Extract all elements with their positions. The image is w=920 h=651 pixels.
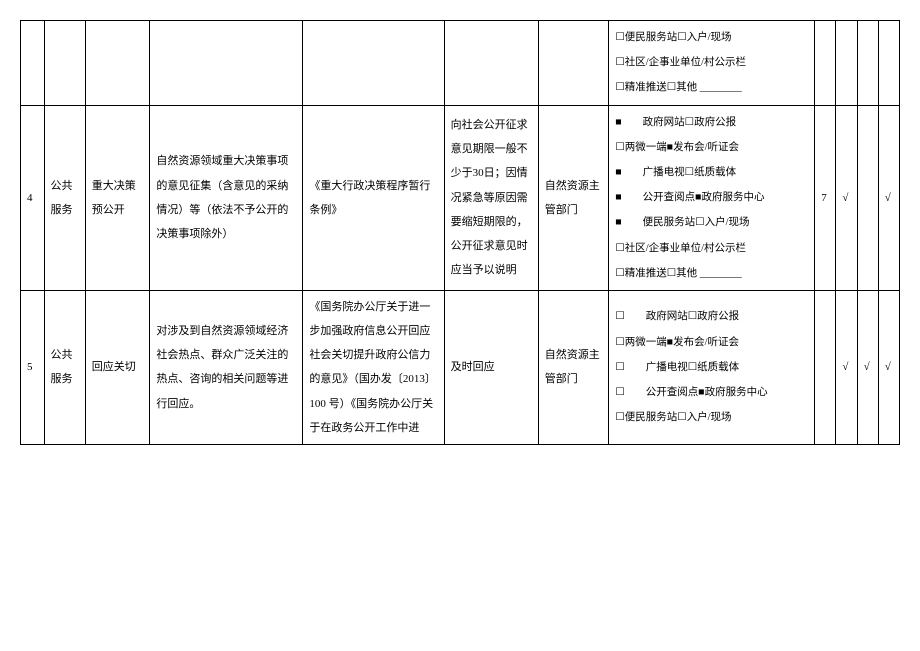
cell-sub: 重大决策预公开	[85, 105, 150, 290]
cell-sub: 回应关切	[85, 290, 150, 444]
cell-basis: 《重大行政决策程序暂行条例》	[303, 105, 444, 290]
cell-check: √	[836, 290, 857, 444]
cell-check: √	[836, 105, 857, 290]
cell-check: √	[878, 105, 899, 290]
cell-num: 4	[21, 105, 45, 290]
cell-check: √	[857, 290, 878, 444]
cell-sub	[85, 21, 150, 106]
cell-cat: 公共服务	[44, 105, 85, 290]
cell-basis: 《国务院办公厅关于进一步加强政府信息公开回应社会关切提升政府公信力的意见》（国办…	[303, 290, 444, 444]
cell-basis	[303, 21, 444, 106]
cell-dept	[538, 21, 609, 106]
table-row: 4 公共服务 重大决策预公开 自然资源领域重大决策事项的意见征集（含意见的采纳情…	[21, 105, 900, 290]
table-row: 5 公共服务 回应关切 对涉及到自然资源领域经济社会热点、群众广泛关注的热点、咨…	[21, 290, 900, 444]
cell-methods: ☐便民服务站☐入户/现场 ☐社区/企事业单位/村公示栏 ☐精准推送☐其他 ___…	[609, 21, 815, 106]
cell-num: 5	[21, 290, 45, 444]
cell-check	[878, 21, 899, 106]
cell-methods: ■ 政府网站☐政府公报 ☐两微一端■发布会/听证会 ■ 广播电视☐纸质载体 ■ …	[609, 105, 815, 290]
cell-timing: 向社会公开征求意见期限一般不少于30日；因情况紧急等原因需要缩短期限的，公开征求…	[444, 105, 538, 290]
cell-check	[857, 21, 878, 106]
data-table: ☐便民服务站☐入户/现场 ☐社区/企事业单位/村公示栏 ☐精准推送☐其他 ___…	[20, 20, 900, 445]
cell-cat: 公共服务	[44, 290, 85, 444]
cell-timing	[444, 21, 538, 106]
cell-check	[836, 21, 857, 106]
cell-check: √	[878, 290, 899, 444]
cell-content	[150, 21, 303, 106]
cell-methods: ☐ 政府网站☐政府公报 ☐两微一端■发布会/听证会 ☐ 广播电视☐纸质载体 ☐ …	[609, 290, 815, 444]
table-row: ☐便民服务站☐入户/现场 ☐社区/企事业单位/村公示栏 ☐精准推送☐其他 ___…	[21, 21, 900, 106]
cell-num	[21, 21, 45, 106]
cell-cat	[44, 21, 85, 106]
cell-numcol	[815, 290, 836, 444]
cell-numcol	[815, 21, 836, 106]
cell-check	[857, 105, 878, 290]
cell-timing: 及时回应	[444, 290, 538, 444]
cell-content: 自然资源领域重大决策事项的意见征集（含意见的采纳情况）等（依法不予公开的决策事项…	[150, 105, 303, 290]
cell-dept: 自然资源主管部门	[538, 290, 609, 444]
cell-content: 对涉及到自然资源领域经济社会热点、群众广泛关注的热点、咨询的相关问题等进行回应。	[150, 290, 303, 444]
cell-numcol: 7	[815, 105, 836, 290]
cell-dept: 自然资源主管部门	[538, 105, 609, 290]
